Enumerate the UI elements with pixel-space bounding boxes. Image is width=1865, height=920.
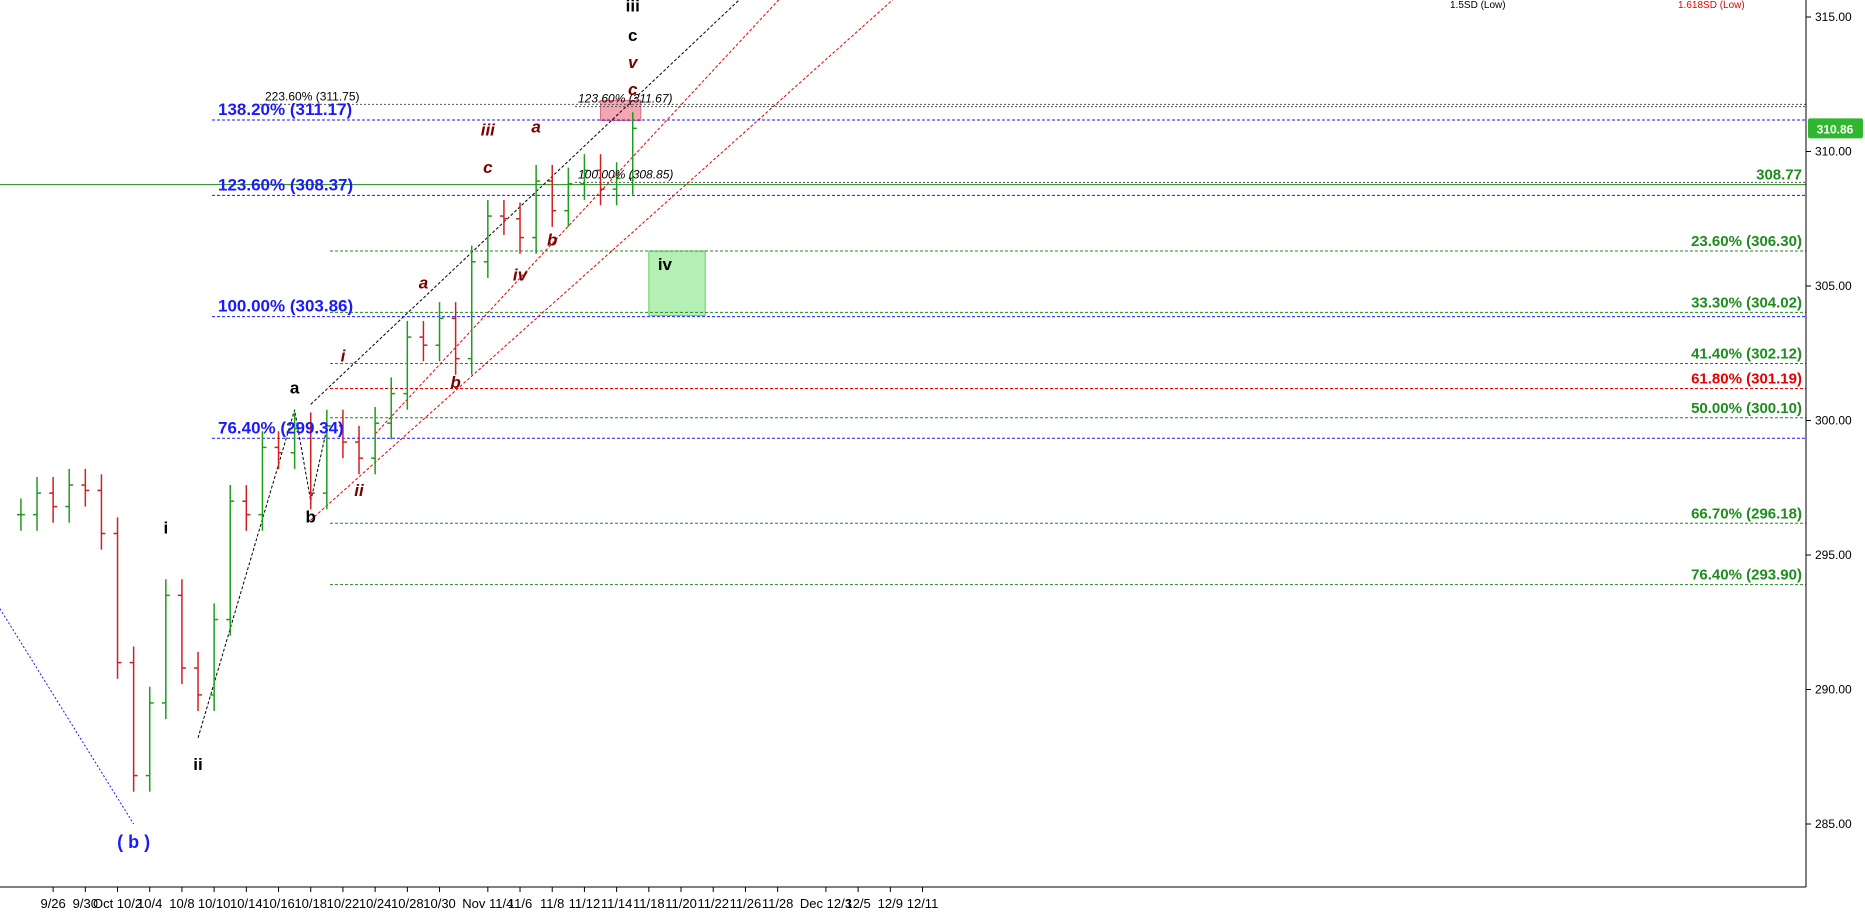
y-tick-label-5: 310.00 [1815,145,1852,159]
wave-label-16: v [628,53,639,72]
x-tick-label-17: 11/14 [601,896,633,911]
channel-red-lower [310,0,894,521]
x-tick-label-26: 12/11 [907,896,939,911]
fib-left-label-3: 76.40% (299.34) [218,418,344,437]
wave-label-11: iv [513,266,529,285]
fib-level-lines [0,103,1806,586]
fib-left-label-2: 100.00% (303.86) [218,297,353,316]
channel-label-1: 1.618SD (Low) [1678,0,1745,11]
wave-label-10: c [483,158,493,177]
x-tick-label-8: 10/18 [294,896,327,911]
wave-label-9: iii [481,120,496,139]
x-tick-label-10: 10/24 [359,896,392,911]
y-tick-label-1: 290.00 [1815,683,1852,697]
wave-label-1: i [163,518,168,537]
x-tick-label-7: 10/16 [262,896,295,911]
fib-right-label-6: 66.70% (296.18) [1691,505,1802,522]
y-tick-label-6: 315.00 [1815,10,1852,24]
fib-right-label-4: 61.80% (301.19) [1691,370,1802,387]
last-price-label: 310.86 [1817,122,1854,136]
y-tick-label-0: 285.00 [1815,817,1852,831]
level-labels: 138.20% (311.17) 123.60% (308.37) 100.00% … [218,0,1802,584]
x-tick-label-22: 11/28 [762,896,794,911]
wave-label-17: c [628,80,638,99]
fib-top-label-0: 223.60% (311.75) [265,89,360,103]
x-tick-label-19: 11/20 [665,896,697,911]
x-tick-label-3: 10/4 [137,896,162,911]
channel-label-0: 1.5SD (Low) [1450,0,1506,11]
target-zone-1 [600,99,642,122]
fib-left-label-0: 138.20% (311.17) [218,100,352,119]
x-tick-label-14: 11/6 [508,896,532,911]
x-tick-label-25: 12/9 [878,896,903,911]
fib-right-label-1: 23.60% (306.30) [1691,233,1802,250]
x-tick-label-16: 11/12 [569,896,601,911]
target-zones [600,99,706,317]
fib-right-label-2: 33.30% (304.02) [1691,294,1802,311]
wave-label-5: i [341,346,347,365]
x-tick-label-2: Oct 10/2 [93,896,142,911]
x-tick-label-18: 11/18 [633,896,665,911]
wave-label-8: b [450,373,460,392]
fib-right-label-0: 308.77 [1756,167,1802,184]
wave-label-12: a [531,118,540,137]
trend-channels [0,0,894,825]
x-tick-label-4: 10/8 [169,896,194,911]
y-axis-panel [1807,0,1865,915]
x-tick-label-11: 10/28 [391,896,424,911]
fib-left-label-1: 123.60% (308.37) [218,175,353,194]
x-tick-label-21: 11/26 [730,896,762,911]
wave-label-6: ii [354,481,365,500]
fib-top-label-2: 100.00% (308.85) [578,167,673,181]
wave-label-15: c [628,26,637,45]
fib-right-label-5: 50.00% (300.10) [1691,400,1802,417]
wave-label-7: a [419,274,428,293]
price-bars [16,112,637,792]
fib-right-label-3: 41.40% (302.12) [1691,345,1802,362]
fib-top-label-1: 123.60% (311.67) [578,92,673,106]
wave-label-2: ii [193,755,202,774]
y-tick-label-3: 300.00 [1815,414,1852,428]
y-tick-label-2: 295.00 [1815,548,1852,562]
x-tick-label-1: 9/30 [73,896,98,911]
x-tick-label-15: 11/8 [540,896,564,911]
x-tick-label-12: 10/30 [423,896,456,911]
x-tick-label-6: 10/14 [230,896,263,911]
wave-label-0: ( b ) [117,832,150,852]
last-price-badge [1808,118,1863,139]
x-tick-label-13: Nov 11/4 [462,896,513,911]
wave-label-4: b [306,508,316,527]
wave-abc-guide-line [197,409,328,739]
x-tick-label-23: Dec 12/3 [800,896,852,911]
fib-right-label-7: 76.40% (293.90) [1691,567,1802,584]
wave-label-18: iv [658,255,673,274]
x-tick-label-0: 9/26 [40,896,65,911]
x-tick-label-20: 11/22 [697,896,729,911]
x-tick-label-5: 10/10 [198,896,231,911]
x-tick-label-24: 12/5 [845,896,870,911]
wave-label-3: a [290,379,300,398]
y-tick-label-4: 305.00 [1815,279,1852,293]
wave-label-14: iii [626,0,640,16]
wave-label-13: b [547,231,557,250]
target-zone-0 [648,250,706,317]
x-tick-label-9: 10/22 [327,896,360,911]
